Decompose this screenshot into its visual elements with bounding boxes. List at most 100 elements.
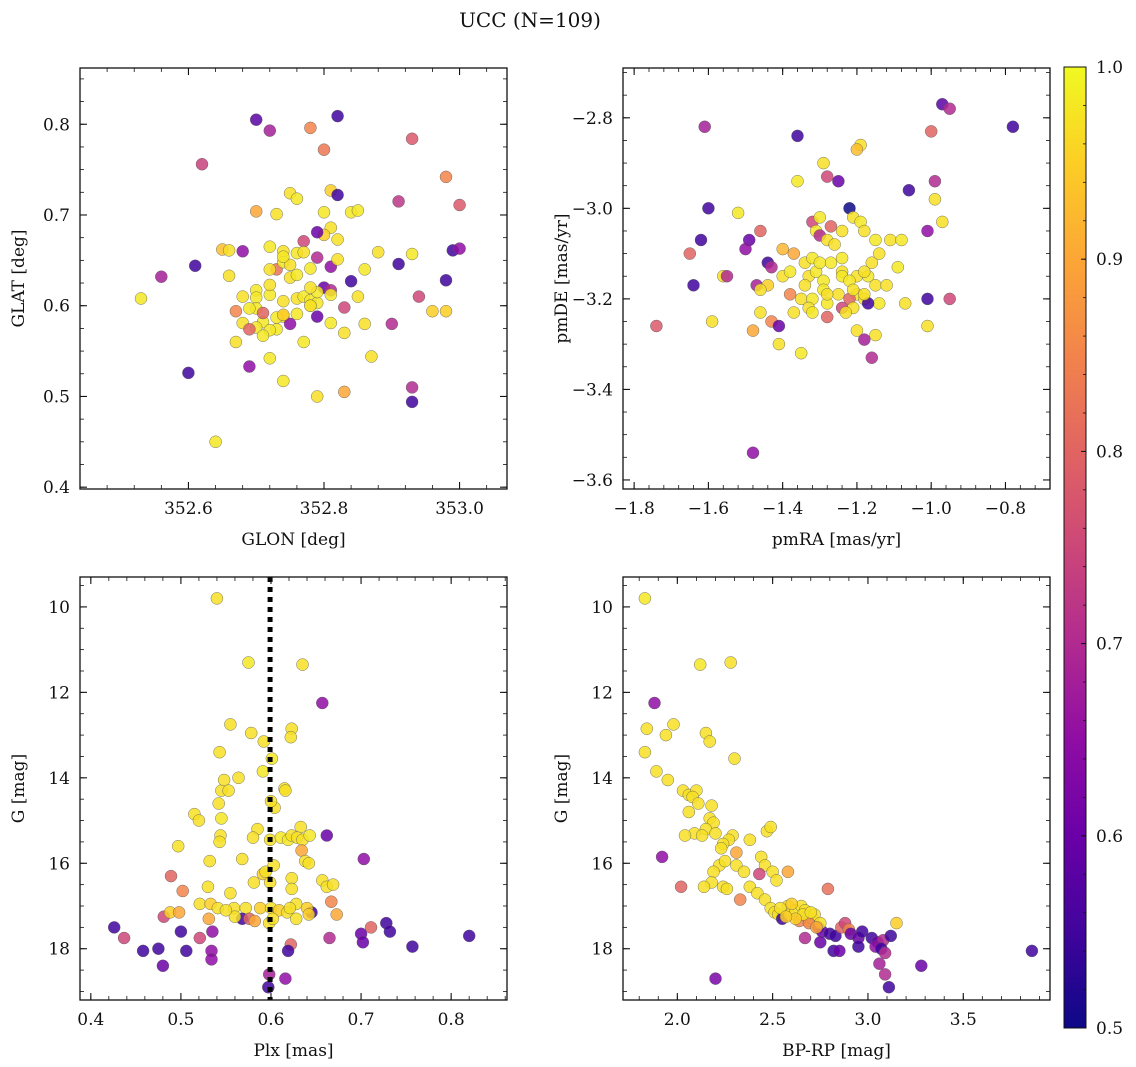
scatter-point <box>813 256 826 269</box>
x-tick-label: 3.0 <box>854 1010 881 1030</box>
scatter-point <box>813 211 826 224</box>
scatter-point <box>439 274 453 287</box>
scatter-point <box>783 288 797 301</box>
scatter-point <box>392 195 405 208</box>
scatter-point <box>832 288 845 301</box>
scatter-point <box>176 884 189 898</box>
scatter-point <box>246 831 260 844</box>
scatter-point <box>236 290 249 303</box>
scatter-point <box>285 872 298 885</box>
scatter-point <box>746 446 760 459</box>
scatter-point <box>692 797 705 810</box>
colorbar: 0.5 0.6 0.7 0.8 0.9 1.0 <box>1063 58 1123 1039</box>
panel-bprp-g: 2.0 2.5 3.0 3.5 10 12 14 16 18 BP-RP [mag] G [mag] <box>552 576 1051 1061</box>
scatter-point <box>779 910 793 923</box>
scatter-point <box>244 726 258 740</box>
scatter-point <box>193 897 207 911</box>
scatter-point <box>921 319 934 333</box>
scatter-point <box>787 247 800 260</box>
plot-frame <box>622 576 1051 1001</box>
scatter-point <box>243 360 256 373</box>
x-tick-label: 0.7 <box>348 1010 375 1030</box>
scatter-point <box>358 317 371 331</box>
scatter-point <box>195 157 209 171</box>
y-tick-label: 12 <box>48 683 70 703</box>
scatter-point <box>835 251 849 265</box>
scatter-point <box>243 323 256 336</box>
scatter-point <box>753 867 766 881</box>
scatter-point <box>277 308 290 321</box>
scatter-point <box>895 233 908 247</box>
scatter-point <box>667 718 680 731</box>
scatter-point <box>263 240 276 253</box>
scatter-point <box>858 224 871 238</box>
scatter-point <box>331 253 344 266</box>
scatter-point <box>277 295 290 308</box>
scatter-point <box>383 925 397 938</box>
y-tick-label: 14 <box>48 769 70 789</box>
scatter-point <box>687 279 700 292</box>
scatter-point <box>344 275 358 288</box>
scatter-point <box>228 910 242 923</box>
y-tick-label: 12 <box>591 683 613 703</box>
x-tick-label: 2.0 <box>664 1010 691 1030</box>
scatter-point <box>899 297 912 310</box>
x-tick-label: −1.8 <box>613 499 654 519</box>
x-tick-label: 352.8 <box>300 499 349 519</box>
scatter-point <box>694 658 707 671</box>
scatter-point <box>229 335 243 349</box>
scatter-point <box>828 238 841 251</box>
y-tick-label: 0.8 <box>43 115 70 135</box>
scatter-point <box>921 224 934 238</box>
scatter-point <box>891 261 904 274</box>
scatter-point <box>136 944 150 958</box>
scatter-point <box>304 299 317 312</box>
scatter-point <box>235 852 249 866</box>
scatter-point <box>880 279 893 292</box>
colorbar-gradient <box>1063 66 1087 1029</box>
scatter-point <box>295 844 308 857</box>
scatter-point <box>290 268 304 282</box>
scatter-point <box>743 833 756 846</box>
y-tick-label: 0.4 <box>43 478 70 498</box>
scatter-point <box>279 784 292 797</box>
scatter-point <box>858 333 871 346</box>
scatter-point <box>323 931 336 945</box>
scatter-point <box>202 912 216 925</box>
scatter-point <box>317 206 331 219</box>
colorbar-tick-label: 0.7 <box>1096 635 1123 655</box>
scatter-point <box>943 292 956 306</box>
scatter-point <box>248 914 262 928</box>
scatter-point <box>303 829 316 842</box>
x-tick-label: 0.6 <box>257 1010 284 1030</box>
scatter-point <box>884 929 897 943</box>
scatter-points <box>134 109 466 448</box>
scatter-point <box>772 319 786 333</box>
scatter-point <box>277 250 290 263</box>
scatter-point <box>833 944 846 958</box>
scatter-point <box>250 113 263 126</box>
scatter-point <box>878 946 892 960</box>
scatter-point <box>311 390 324 403</box>
scatter-point <box>878 968 892 981</box>
scatter-point <box>164 869 178 883</box>
scatter-point <box>290 307 304 321</box>
scatter-point <box>814 936 827 949</box>
scatter-point <box>263 352 276 365</box>
scatter-point <box>915 959 928 972</box>
scatter-point <box>821 170 834 183</box>
scatter-point <box>795 347 808 360</box>
y-axis-label: GLAT [deg] <box>9 229 29 327</box>
scatter-point <box>674 880 688 893</box>
x-tick-label: −1.6 <box>688 499 729 519</box>
scatter-point <box>192 814 206 827</box>
scatter-point <box>787 306 800 319</box>
scatter-point <box>201 880 215 893</box>
scatter-point <box>290 912 303 925</box>
scatter-point <box>297 235 310 248</box>
scatter-points <box>650 97 1020 459</box>
scatter-point <box>324 288 337 301</box>
scatter-point <box>311 310 324 323</box>
scatter-points <box>638 592 1039 994</box>
scatter-point <box>331 188 344 202</box>
